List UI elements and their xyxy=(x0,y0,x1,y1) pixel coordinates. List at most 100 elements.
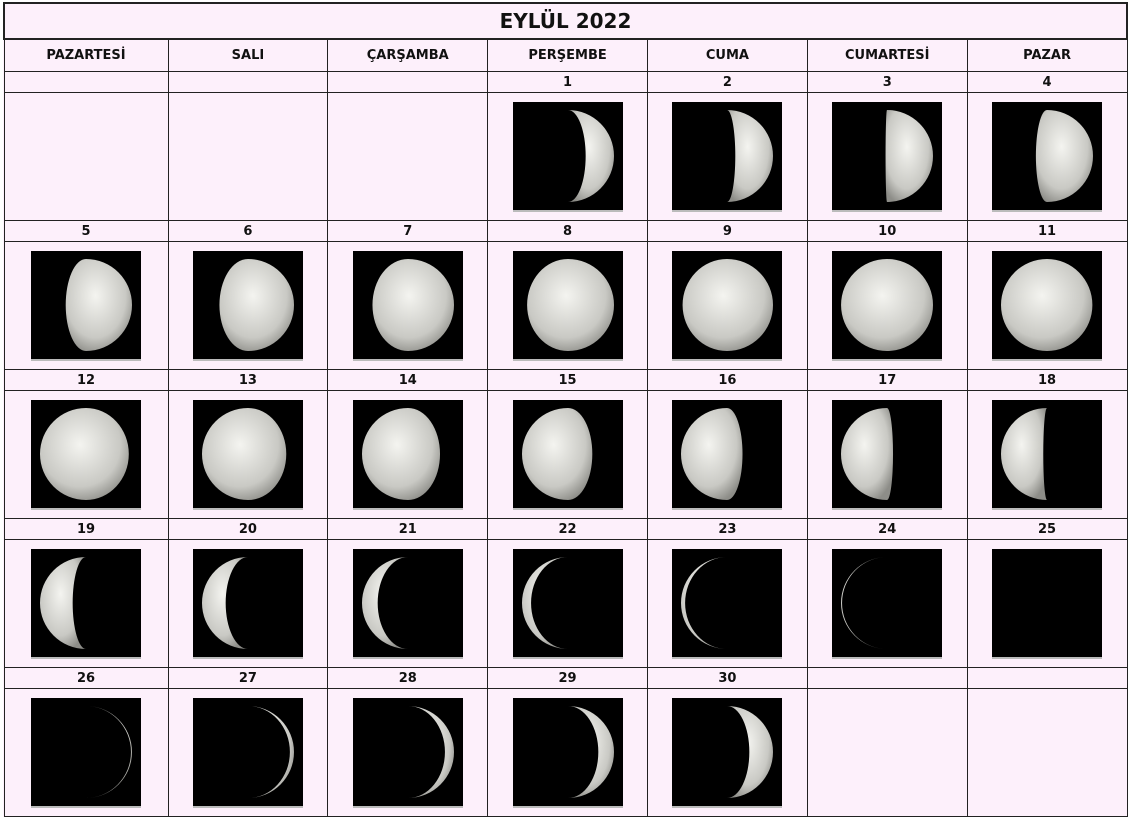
moon-image xyxy=(31,697,141,808)
day-number: 30 xyxy=(646,667,808,689)
moon-image xyxy=(352,250,463,361)
moon-cell xyxy=(806,390,968,519)
moon-image xyxy=(192,399,303,510)
moon-image xyxy=(192,250,303,361)
moon-cell xyxy=(3,539,169,668)
day-number: 8 xyxy=(487,220,648,242)
moon-cell xyxy=(487,241,648,370)
moon-row xyxy=(3,539,1128,668)
moon-image xyxy=(992,101,1103,212)
moon-cell xyxy=(966,390,1128,519)
moon-cell xyxy=(327,390,489,519)
day-number: 26 xyxy=(3,667,169,689)
day-number-row: 19 20 21 22 23 24 25 xyxy=(3,518,1128,540)
moon-image xyxy=(992,399,1103,510)
day-number: 21 xyxy=(327,518,489,540)
day-number: 7 xyxy=(327,220,489,242)
moon-image xyxy=(672,697,783,808)
moon-cell xyxy=(646,539,808,668)
moon-cell xyxy=(646,390,808,519)
day-number: 20 xyxy=(167,518,329,540)
moon-image xyxy=(672,399,783,510)
weekday-row: PAZARTESİ SALI ÇARŞAMBA PERŞEMBE CUMA CUMARTE… xyxy=(3,38,1128,72)
weekday-header: ÇARŞAMBA xyxy=(327,38,489,72)
day-number-row: 5 6 7 8 9 10 11 xyxy=(3,220,1128,242)
moon-cell xyxy=(646,241,808,370)
moon-cell xyxy=(327,539,489,668)
day-number: 12 xyxy=(3,369,169,391)
moon-image xyxy=(672,250,783,361)
day-number xyxy=(327,71,489,93)
day-number: 13 xyxy=(167,369,329,391)
calendar: EYLÜL 2022 PAZARTESİ SALI ÇARŞAMBA PERŞEMBE… xyxy=(3,2,1128,817)
moon-cell xyxy=(327,688,489,817)
moon-image xyxy=(192,697,303,808)
moon-cell xyxy=(966,688,1128,817)
moon-row xyxy=(3,390,1128,519)
moon-row xyxy=(3,92,1128,221)
moon-image xyxy=(672,548,783,659)
day-number: 1 xyxy=(487,71,648,93)
moon-image xyxy=(512,250,623,361)
moon-image xyxy=(992,548,1103,659)
day-number: 18 xyxy=(966,369,1128,391)
moon-cell xyxy=(806,539,968,668)
moon-cell xyxy=(806,688,968,817)
day-number: 3 xyxy=(806,71,968,93)
weekday-header: PAZAR xyxy=(966,38,1128,72)
weekday-header: PAZARTESİ xyxy=(3,38,169,72)
day-number: 29 xyxy=(487,667,648,689)
moon-cell xyxy=(3,688,169,817)
moon-image xyxy=(352,697,463,808)
moon-cell xyxy=(3,241,169,370)
weekday-header: CUMA xyxy=(646,38,808,72)
day-number: 2 xyxy=(646,71,808,93)
moon-image xyxy=(512,399,623,510)
moon-cell xyxy=(3,92,169,221)
moon-image xyxy=(31,250,141,361)
day-number: 9 xyxy=(646,220,808,242)
day-number: 16 xyxy=(646,369,808,391)
day-number: 14 xyxy=(327,369,489,391)
moon-image xyxy=(832,250,943,361)
moon-cell xyxy=(487,688,648,817)
day-number xyxy=(3,71,169,93)
moon-cell xyxy=(966,539,1128,668)
moon-cell xyxy=(327,241,489,370)
moon-cell xyxy=(487,92,648,221)
day-number: 25 xyxy=(966,518,1128,540)
calendar-title: EYLÜL 2022 xyxy=(3,2,1128,40)
moon-image xyxy=(992,250,1103,361)
moon-image xyxy=(672,101,783,212)
day-number-row: 26 27 28 29 30 xyxy=(3,667,1128,689)
day-number: 4 xyxy=(966,71,1128,93)
moon-cell xyxy=(487,390,648,519)
moon-image xyxy=(512,548,623,659)
day-number: 15 xyxy=(487,369,648,391)
moon-row xyxy=(3,688,1128,817)
weekday-header: PERŞEMBE xyxy=(487,38,648,72)
day-number: 27 xyxy=(167,667,329,689)
day-number: 11 xyxy=(966,220,1128,242)
day-number: 6 xyxy=(167,220,329,242)
weekday-header: CUMARTESİ xyxy=(806,38,968,72)
moon-image xyxy=(352,548,463,659)
moon-cell xyxy=(806,92,968,221)
moon-cell xyxy=(3,390,169,519)
day-number xyxy=(806,667,968,689)
moon-image xyxy=(192,548,303,659)
day-number xyxy=(167,71,329,93)
moon-cell xyxy=(966,92,1128,221)
moon-image xyxy=(832,399,943,510)
moon-cell xyxy=(487,539,648,668)
moon-row xyxy=(3,241,1128,370)
moon-image xyxy=(512,101,623,212)
weekday-header: SALI xyxy=(167,38,329,72)
moon-image xyxy=(31,548,141,659)
day-number: 24 xyxy=(806,518,968,540)
moon-cell xyxy=(966,241,1128,370)
moon-image xyxy=(512,697,623,808)
day-number: 19 xyxy=(3,518,169,540)
day-number: 22 xyxy=(487,518,648,540)
